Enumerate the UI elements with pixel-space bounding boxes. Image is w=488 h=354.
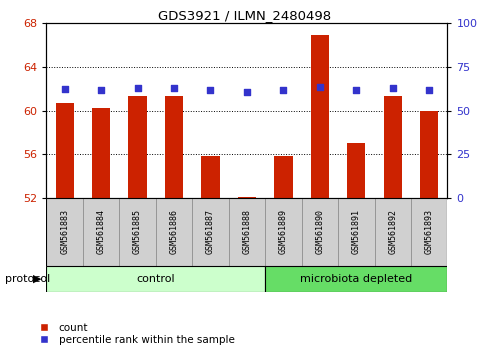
Point	[315, 84, 323, 90]
Text: GSM561893: GSM561893	[424, 209, 433, 255]
Text: GSM561883: GSM561883	[60, 209, 69, 255]
Bar	[92, 108, 110, 198]
Bar	[301, 198, 337, 266]
Bar	[264, 266, 447, 292]
Text: GSM561885: GSM561885	[133, 209, 142, 255]
Bar	[237, 197, 256, 198]
Bar	[228, 198, 264, 266]
Text: GSM561892: GSM561892	[387, 209, 396, 255]
Point	[97, 87, 105, 92]
Point	[425, 87, 432, 92]
Bar	[128, 96, 146, 198]
Text: GSM561889: GSM561889	[278, 209, 287, 255]
Text: GSM561887: GSM561887	[205, 209, 215, 255]
Text: GDS3921 / ILMN_2480498: GDS3921 / ILMN_2480498	[158, 9, 330, 22]
Bar	[46, 198, 83, 266]
Text: GSM561886: GSM561886	[169, 209, 178, 255]
Point	[352, 88, 360, 93]
Bar	[46, 266, 264, 292]
Bar	[410, 198, 447, 266]
Bar	[192, 198, 228, 266]
Bar	[156, 198, 192, 266]
Text: control: control	[136, 274, 175, 284]
Point	[279, 88, 287, 93]
Bar	[337, 198, 374, 266]
Bar	[83, 198, 119, 266]
Point	[243, 90, 250, 95]
Text: GSM561888: GSM561888	[242, 209, 251, 255]
Point	[388, 85, 396, 91]
Bar	[374, 198, 410, 266]
Bar	[310, 35, 328, 198]
Legend: count, percentile rank within the sample: count, percentile rank within the sample	[30, 318, 238, 349]
Point	[61, 86, 68, 92]
Point	[206, 88, 214, 93]
Text: protocol: protocol	[5, 274, 50, 284]
Bar	[56, 103, 74, 198]
Text: ▶: ▶	[33, 274, 42, 284]
Text: GSM561891: GSM561891	[351, 209, 360, 255]
Bar	[164, 96, 183, 198]
Bar	[346, 143, 365, 198]
Text: microbiota depleted: microbiota depleted	[300, 274, 411, 284]
Bar	[264, 198, 301, 266]
Bar	[201, 155, 219, 198]
Bar	[119, 198, 156, 266]
Bar	[419, 110, 437, 198]
Bar	[383, 96, 401, 198]
Point	[170, 85, 178, 91]
Text: GSM561884: GSM561884	[97, 209, 105, 255]
Text: GSM561890: GSM561890	[315, 209, 324, 255]
Bar	[274, 155, 292, 198]
Point	[133, 85, 141, 91]
